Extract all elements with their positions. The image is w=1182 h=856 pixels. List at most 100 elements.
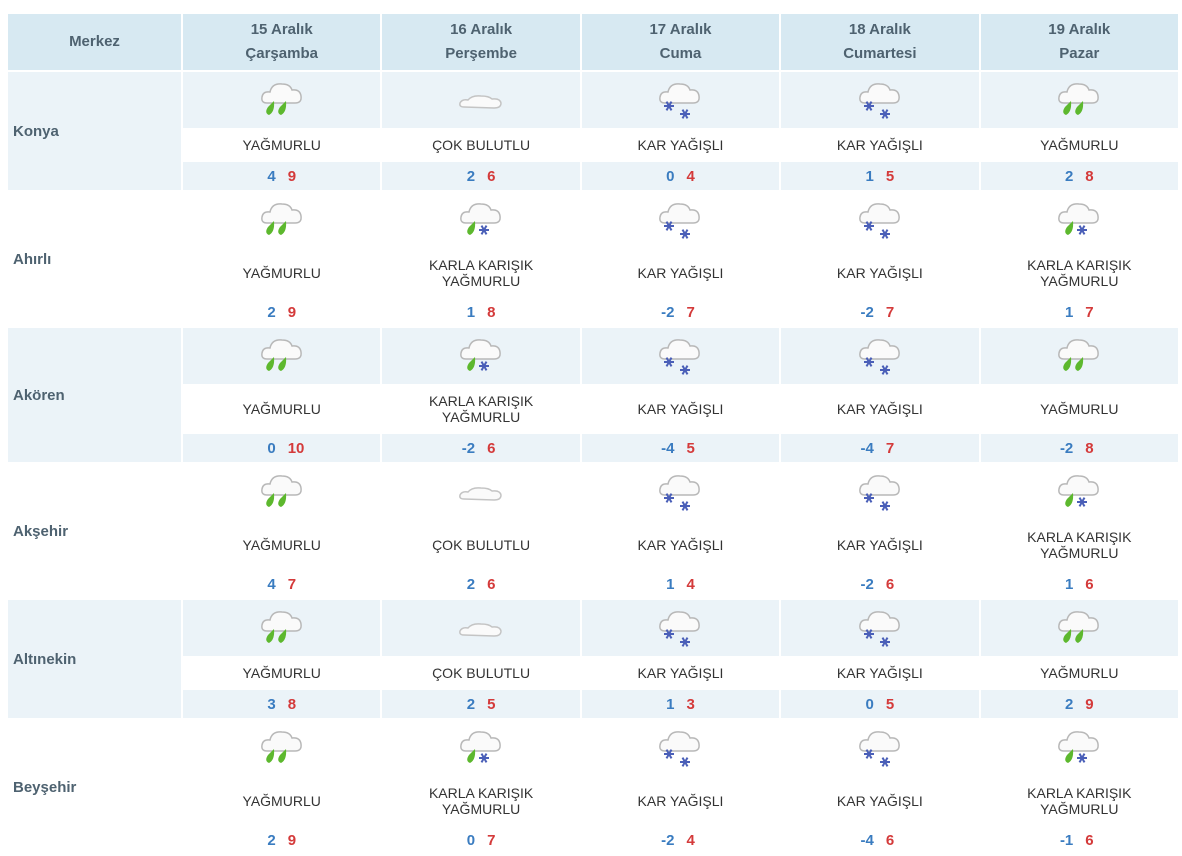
- max-temp: 6: [1085, 575, 1094, 593]
- min-temp: 2: [466, 695, 476, 713]
- condition-cell: KAR YAĞIŞLI: [579, 248, 782, 298]
- icon-cell: [579, 598, 782, 658]
- condition-text: KAR YAĞIŞLI: [836, 265, 923, 281]
- min-temp: -1: [1059, 831, 1074, 849]
- cloud-shape: [1058, 474, 1100, 496]
- condition-cell: YAĞMURLU: [180, 776, 383, 826]
- min-temp: 4: [267, 575, 276, 593]
- snowflake: [682, 108, 689, 119]
- weather-icon: [659, 82, 701, 119]
- icon-cell: [380, 718, 582, 778]
- rain-drop: [1065, 748, 1074, 763]
- max-temp: 10: [287, 439, 305, 457]
- snowflake: [865, 100, 873, 111]
- max-temp: 5: [885, 695, 895, 713]
- temperature-cell: -4 7: [779, 432, 981, 464]
- icon-cell: [779, 326, 981, 386]
- weather-icon: [460, 730, 501, 763]
- weather-icon: [460, 202, 501, 235]
- cloud-shape: [858, 202, 900, 224]
- cloud-shape: [659, 610, 701, 632]
- day-date: 17 Aralık: [649, 21, 712, 38]
- temperature-row: 2 9 1 8 -2 7 -2 7 1 7: [7, 296, 1181, 328]
- condition-cell: KARLA KARIŞIK YAĞMURLU: [380, 384, 582, 434]
- icon-row: Akşehir: [6, 462, 1181, 600]
- station-header: Merkez: [6, 12, 183, 72]
- condition-cell: YAĞMURLU: [978, 656, 1181, 690]
- icon-cell: [978, 598, 1181, 658]
- weather-icon: [858, 202, 900, 239]
- condition-text: YAĞMURLU: [242, 793, 321, 809]
- header-row: Merkez 15 Aralık Çarşamba 16 Aralık Perşemb…: [6, 12, 1181, 72]
- weather-icon: [1058, 610, 1100, 643]
- temperature-cell: -4 6: [779, 824, 981, 856]
- icon-row: Konya: [6, 70, 1181, 192]
- cloud-shape: [460, 202, 501, 224]
- snowflake: [666, 748, 673, 759]
- min-temp: -4: [661, 439, 675, 457]
- icon-cell: [180, 190, 383, 250]
- cloud-shape: [460, 730, 501, 752]
- condition-cell: YAĞMURLU: [978, 128, 1181, 162]
- cloud-shape: [260, 610, 302, 632]
- cloud-shape: [459, 486, 502, 501]
- condition-text: KARLA KARIŞIK YAĞMURLU: [428, 393, 534, 425]
- day-date: 18 Aralık: [848, 21, 911, 38]
- max-temp: 4: [686, 575, 695, 593]
- min-temp: 1: [666, 575, 675, 593]
- day-date: 15 Aralık: [250, 21, 313, 38]
- condition-text: KAR YAĞIŞLI: [637, 137, 724, 153]
- cloud-shape: [659, 338, 701, 360]
- weather-icon: [659, 338, 701, 375]
- weather-icon: [260, 82, 302, 115]
- max-temp: 7: [885, 303, 895, 321]
- min-temp: 1: [466, 303, 476, 321]
- min-temp: 0: [466, 831, 476, 849]
- min-temp: 2: [1064, 167, 1074, 185]
- max-temp: 5: [885, 167, 895, 185]
- cloud-shape: [260, 82, 302, 104]
- icon-cell: [180, 598, 383, 658]
- condition-text: YAĞMURLU: [242, 265, 321, 281]
- icon-cell: [180, 70, 383, 130]
- icon-cell: [978, 190, 1181, 250]
- condition-text: YAĞMURLU: [242, 537, 321, 553]
- snowflake: [865, 220, 873, 231]
- station-name: Beyşehir: [6, 718, 183, 856]
- weather-icon: [659, 730, 701, 767]
- cloud-shape: [858, 82, 900, 104]
- condition-cell: KAR YAĞIŞLI: [579, 520, 782, 570]
- icon-cell: [579, 190, 782, 250]
- rain-drop: [1065, 492, 1074, 507]
- condition-cell: KARLA KARIŞIK YAĞMURLU: [380, 248, 582, 298]
- cloud-shape: [260, 730, 302, 752]
- condition-cell: KARLA KARIŞIK YAĞMURLU: [978, 776, 1181, 826]
- weather-icon: [1058, 338, 1100, 371]
- weather-icon: [260, 610, 302, 643]
- rain-drop: [265, 628, 274, 643]
- rain-drop: [1075, 100, 1084, 115]
- weather-icon: [659, 202, 701, 239]
- icon-row: Akören: [6, 326, 1181, 464]
- condition-row: YAĞMURLU KARLA KARIŞIK YAĞMURLU KAR YAĞIŞL…: [7, 384, 1181, 434]
- snowflake: [682, 636, 689, 647]
- snowflake: [666, 100, 673, 111]
- snowflake: [881, 756, 889, 767]
- rain-drop: [1063, 100, 1072, 115]
- max-temp: 9: [1085, 695, 1094, 713]
- rain-drop: [277, 220, 286, 235]
- cloud-shape: [1058, 338, 1100, 360]
- snowflake: [881, 228, 889, 239]
- weather-icon: [1058, 474, 1100, 507]
- rain-drop: [1063, 628, 1072, 643]
- min-temp: 1: [865, 167, 874, 185]
- snowflake: [881, 636, 889, 647]
- rain-drop: [467, 748, 476, 763]
- rain-drop: [265, 492, 274, 507]
